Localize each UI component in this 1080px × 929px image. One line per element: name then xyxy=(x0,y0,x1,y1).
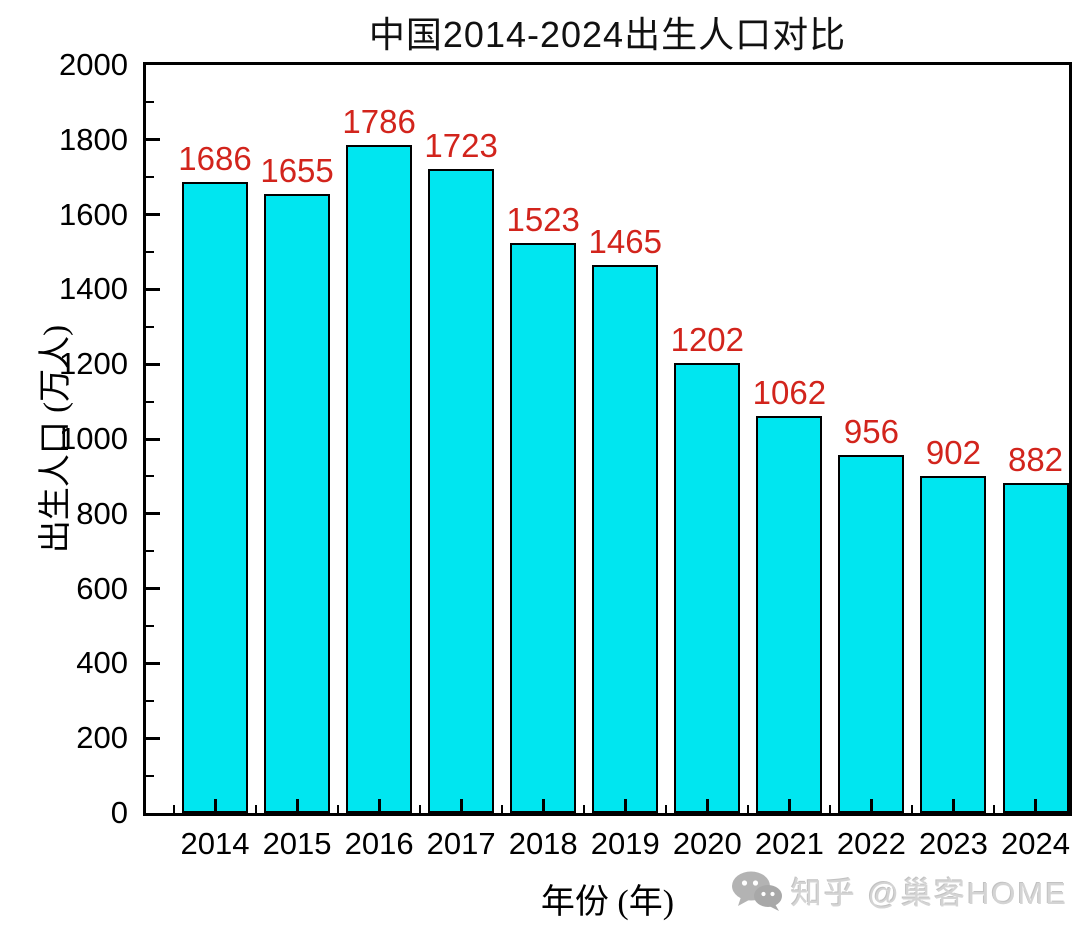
chat-bubbles-icon xyxy=(731,871,782,911)
y-tick-label: 0 xyxy=(110,795,128,830)
bar-value-label: 1202 xyxy=(670,321,745,358)
x-tick-label: 2024 xyxy=(1001,826,1070,861)
x-major-tick xyxy=(541,799,545,813)
x-tick-label: 2019 xyxy=(590,826,660,861)
x-tick-label: 2015 xyxy=(262,826,332,861)
y-minor-tick xyxy=(146,251,154,253)
y-tick-label: 800 xyxy=(76,495,128,531)
y-minor-tick xyxy=(146,325,154,328)
x-tick-label: 2023 xyxy=(918,826,988,861)
x-major-tick xyxy=(295,799,299,813)
x-major-tick xyxy=(213,799,217,813)
bar xyxy=(674,363,741,813)
x-major-tick xyxy=(1034,799,1037,813)
bar-value-label: 1465 xyxy=(588,223,662,260)
y-minor-tick xyxy=(146,400,154,403)
x-minor-tick xyxy=(583,805,586,813)
x-tick-label: 2018 xyxy=(508,826,578,861)
y-tick-label: 1200 xyxy=(59,346,128,382)
bar-value-label: 902 xyxy=(925,434,981,471)
x-minor-tick xyxy=(911,805,914,813)
watermark-text: 知乎 @巢客HOME xyxy=(790,876,1068,911)
x-tick-label: 2017 xyxy=(426,826,496,861)
x-minor-tick xyxy=(993,805,996,813)
x-major-tick xyxy=(787,799,791,813)
x-minor-tick xyxy=(255,805,258,813)
bar-value-label: 1523 xyxy=(506,201,580,238)
x-tick-label: 2022 xyxy=(836,826,906,861)
y-tick-label: 1000 xyxy=(59,421,128,456)
y-major-tick xyxy=(146,587,160,591)
y-minor-tick xyxy=(146,774,154,777)
y-tick-label: 600 xyxy=(76,570,128,606)
bar xyxy=(1002,483,1069,813)
watermark: 知乎 @巢客HOME xyxy=(731,868,1068,913)
x-axis-title: 年份 (年) xyxy=(540,884,675,921)
bar-value-label: 882 xyxy=(1007,441,1064,478)
y-minor-tick xyxy=(146,625,154,627)
y-minor-tick xyxy=(146,176,154,179)
bar xyxy=(592,265,659,813)
x-major-tick xyxy=(623,799,627,813)
x-tick-label: 2016 xyxy=(344,826,414,861)
y-minor-tick xyxy=(146,699,154,702)
y-major-tick xyxy=(146,512,160,516)
y-major-tick xyxy=(146,661,160,665)
bar-value-label: 1062 xyxy=(752,374,827,411)
y-minor-tick xyxy=(146,101,154,104)
y-major-tick xyxy=(146,362,160,366)
x-major-tick xyxy=(459,799,463,813)
y-tick-label: 1600 xyxy=(59,196,128,232)
x-minor-tick xyxy=(747,805,750,813)
y-minor-tick xyxy=(146,475,154,478)
x-tick-label: 2014 xyxy=(180,826,250,861)
x-tick-label: 2020 xyxy=(672,826,742,861)
bar xyxy=(264,194,331,813)
y-major-tick xyxy=(146,736,160,740)
x-minor-tick xyxy=(501,805,504,813)
y-tick-label: 200 xyxy=(76,720,128,756)
bar xyxy=(182,182,248,813)
y-tick-label: 400 xyxy=(76,645,128,681)
bar xyxy=(920,476,987,813)
y-major-tick xyxy=(146,437,160,441)
bar-value-label: 1723 xyxy=(424,127,498,164)
chart-title: 中国2014-2024出生人口对比 xyxy=(368,14,847,55)
x-minor-tick xyxy=(419,805,422,813)
y-minor-tick xyxy=(146,550,154,553)
y-major-tick xyxy=(146,138,160,142)
y-major-tick xyxy=(146,287,160,291)
bar xyxy=(838,455,905,813)
x-major-tick xyxy=(951,799,955,813)
x-minor-tick xyxy=(172,805,175,813)
x-minor-tick xyxy=(337,805,340,813)
y-tick-label: 2000 xyxy=(59,47,128,82)
y-major-tick xyxy=(146,213,160,217)
y-tick-label: 1400 xyxy=(59,271,128,307)
plot-area xyxy=(143,62,1072,816)
bar xyxy=(510,243,577,813)
x-major-tick xyxy=(377,799,381,813)
x-major-tick xyxy=(705,799,709,813)
x-minor-tick xyxy=(665,805,668,813)
bar-value-label: 1655 xyxy=(260,152,334,189)
y-tick-label: 1800 xyxy=(59,121,128,157)
x-tick-label: 2021 xyxy=(754,826,824,861)
x-minor-tick xyxy=(829,805,832,813)
x-major-tick xyxy=(869,799,873,813)
bar-value-label: 1786 xyxy=(342,103,416,140)
bar xyxy=(346,145,413,813)
bar xyxy=(428,169,495,813)
bar-value-label: 1686 xyxy=(178,140,252,177)
bar xyxy=(756,416,823,813)
bar-value-label: 956 xyxy=(843,413,899,450)
